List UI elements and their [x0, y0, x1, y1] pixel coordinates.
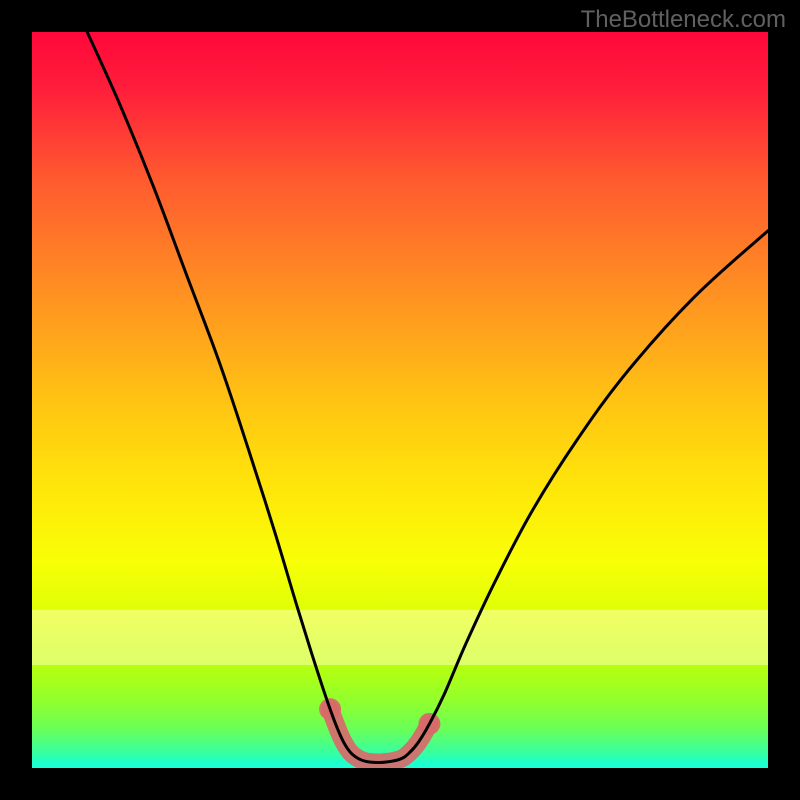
chart-plot-area [32, 32, 768, 768]
chart-svg [32, 32, 768, 768]
pale-band [32, 610, 768, 665]
watermark-text: TheBottleneck.com [581, 6, 786, 34]
